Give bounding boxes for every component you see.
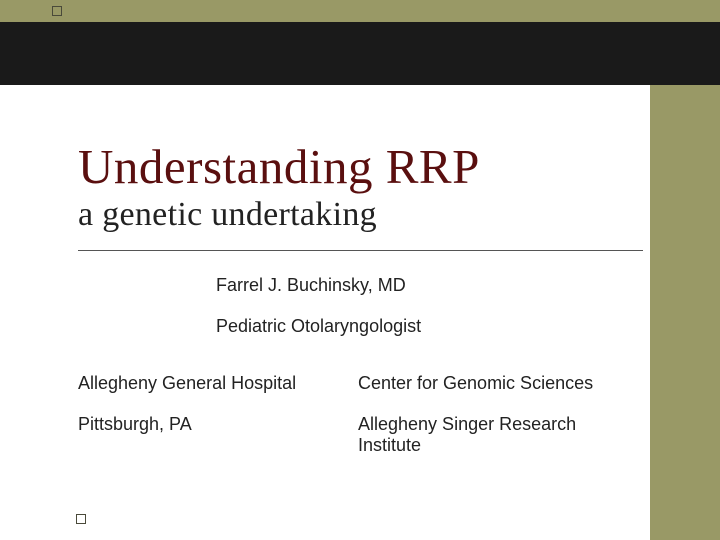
author-name: Farrel J. Buchinsky, MD bbox=[216, 275, 638, 296]
author-role: Pediatric Otolaryngologist bbox=[216, 316, 638, 337]
affiliation-center: Center for Genomic Sciences bbox=[358, 373, 638, 394]
affiliation-left: Allegheny General Hospital Pittsburgh, P… bbox=[78, 373, 358, 476]
slide-subtitle: a genetic undertaking bbox=[78, 196, 638, 234]
affiliation-right: Center for Genomic Sciences Allegheny Si… bbox=[358, 373, 638, 476]
affiliation-hospital: Allegheny General Hospital bbox=[78, 373, 358, 394]
slide-title: Understanding RRP bbox=[78, 140, 638, 194]
decorative-square-icon bbox=[76, 514, 86, 524]
author-block: Farrel J. Buchinsky, MD Pediatric Otolar… bbox=[216, 275, 638, 337]
dark-title-band bbox=[0, 22, 720, 85]
accent-band-top bbox=[0, 0, 720, 22]
affiliation-city: Pittsburgh, PA bbox=[78, 414, 358, 435]
title-divider bbox=[78, 250, 643, 251]
affiliation-institute: Allegheny Singer Research Institute bbox=[358, 414, 638, 456]
slide-content: Understanding RRP a genetic undertaking … bbox=[78, 140, 638, 476]
decorative-square-icon bbox=[52, 6, 62, 16]
affiliations: Allegheny General Hospital Pittsburgh, P… bbox=[78, 373, 638, 476]
accent-band-right bbox=[650, 85, 720, 540]
